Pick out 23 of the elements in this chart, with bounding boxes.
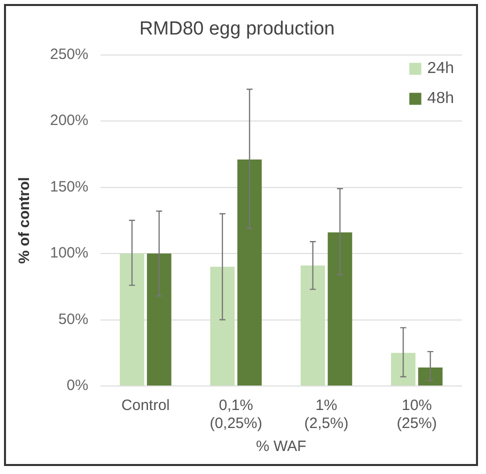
y-tick-label: 200% xyxy=(50,112,88,130)
bar xyxy=(210,266,235,386)
chart-title: RMD80 egg production xyxy=(139,18,335,40)
bar xyxy=(418,367,443,386)
bar xyxy=(328,232,352,386)
bar xyxy=(237,159,262,386)
x-axis-title: % WAF xyxy=(256,438,306,456)
y-tick-label: 50% xyxy=(58,310,88,328)
y-axis-title: % of control xyxy=(16,177,34,264)
bar xyxy=(391,352,416,386)
x-tick-label: 0,1% (0,25%) xyxy=(210,397,262,432)
bar xyxy=(120,254,144,386)
x-tick-label: 1% (2,5%) xyxy=(304,397,348,432)
y-tick-label: 100% xyxy=(50,244,88,262)
y-tick-label: 250% xyxy=(50,46,88,63)
x-tick-label: Control xyxy=(121,397,170,414)
legend-label: 24h xyxy=(427,60,454,78)
legend-label: 48h xyxy=(427,90,454,108)
bar xyxy=(300,265,326,386)
bar xyxy=(146,254,172,386)
x-tick-label: 10% (25%) xyxy=(396,397,437,432)
y-tick-label: 0% xyxy=(66,377,88,394)
y-tick-label: 150% xyxy=(50,178,88,196)
